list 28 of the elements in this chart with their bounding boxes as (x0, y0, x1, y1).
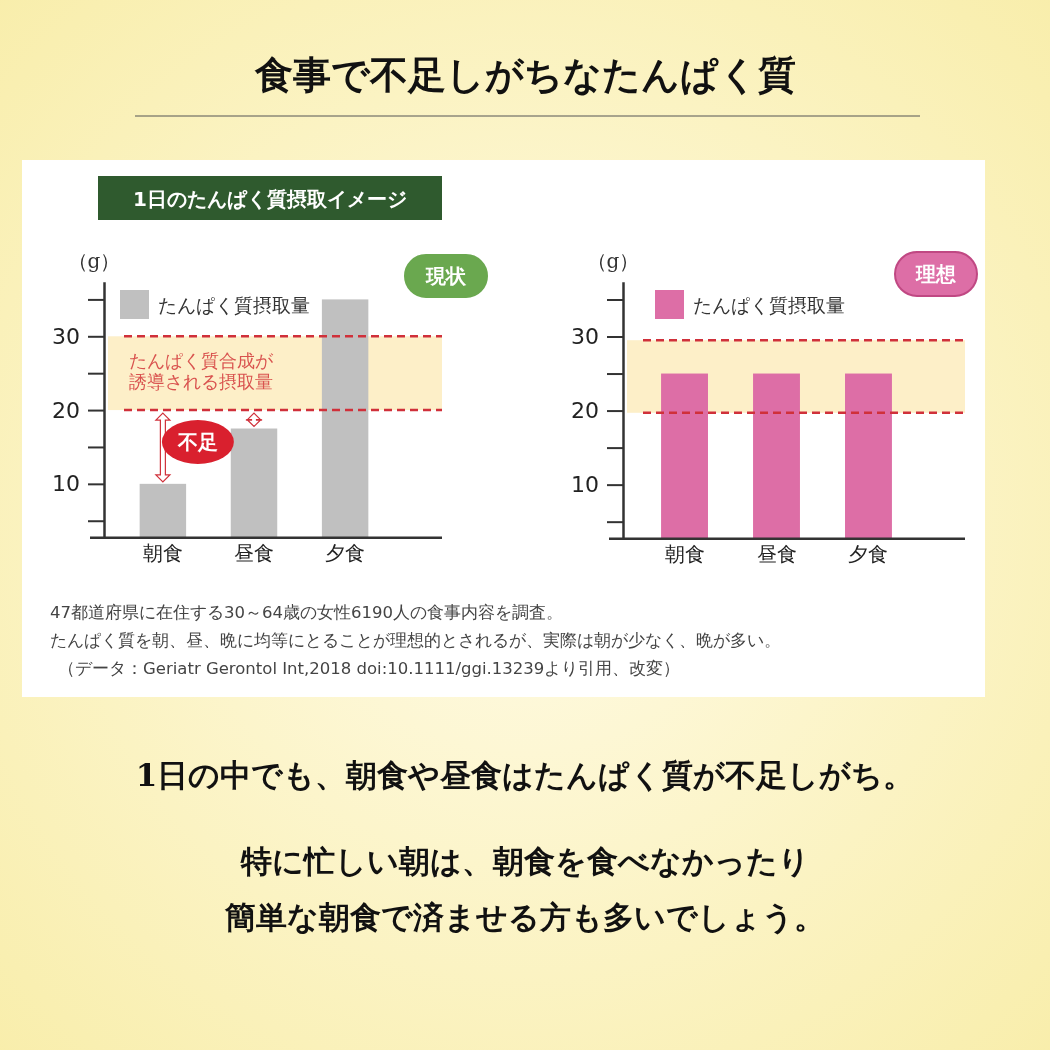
y-tick-label: 30 (571, 324, 599, 350)
y-tick-label: 20 (571, 398, 599, 424)
x-tick-label: 昼食 (234, 540, 274, 565)
text: たんぱく質を朝、昼、晩に均等にとることが理想的とされるが、実際は朝が少なく、晩が多い。 (50, 631, 781, 650)
annotation: 不足 (176, 429, 218, 454)
annotation: 現状 (425, 264, 467, 288)
legend-label: たんぱく質摂取量 (158, 294, 310, 316)
y-axis-title: （g） (586, 248, 640, 273)
y-axis-title: （g） (67, 248, 121, 273)
text: 47都道府県に在住する30～64歳の女性6190人の食事内容を調査。 (50, 603, 563, 622)
chart-subtitle: 1日のたんぱく質摂取イメージ (133, 187, 407, 211)
x-tick-label: 夕食 (848, 541, 889, 566)
annotation: 理想 (915, 262, 956, 286)
text: （データ：Geriatr Gerontol Int,2018 doi:10.1111/ggi.13239より引用、改変） (58, 659, 681, 678)
text: 簡単な朝食で済ませる方も多いでしょう。 (224, 899, 825, 935)
y-tick-label: 20 (52, 397, 80, 423)
x-tick-label: 朝食 (142, 540, 183, 565)
x-tick-label: 昼食 (756, 541, 797, 566)
y-tick-label: 10 (52, 471, 80, 497)
band-label: たんぱく質合成が誘導される摂取量 (128, 350, 274, 393)
y-tick-label: 10 (571, 472, 599, 498)
x-tick-label: 朝食 (664, 541, 705, 566)
text: 食事で不足しがちなたんぱく質 (253, 52, 796, 97)
text: 1日の中でも、朝食や昼食はたんぱく質が不足しがち。 (135, 757, 915, 793)
legend-label: たんぱく質摂取量 (693, 294, 845, 316)
text: 特に忙しい朝は、朝食を食べなかったり (239, 843, 810, 879)
y-tick-label: 30 (52, 323, 80, 349)
x-tick-label: 夕食 (325, 540, 366, 565)
